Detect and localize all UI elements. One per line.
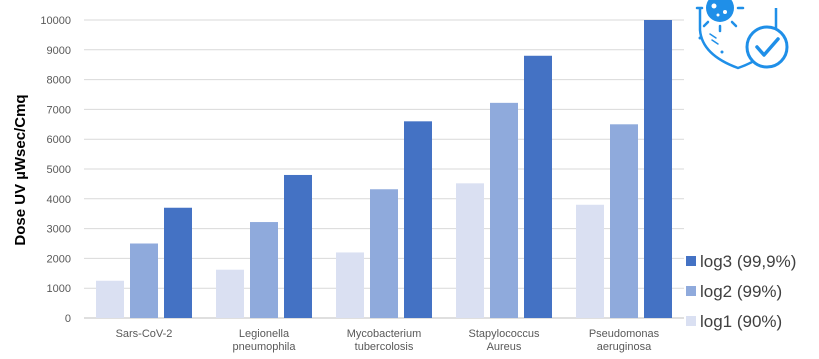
bar <box>130 243 158 318</box>
y-tick-label: 0 <box>65 313 71 325</box>
x-category-label: aeruginosa <box>597 341 652 353</box>
y-tick-label: 9000 <box>47 45 71 57</box>
bar <box>644 20 672 318</box>
legend-label: log3 (99,9%) <box>700 252 796 271</box>
legend-label: log2 (99%) <box>700 282 782 301</box>
bar <box>370 189 398 318</box>
bar <box>336 252 364 318</box>
y-tick-label: 3000 <box>47 224 71 236</box>
x-category-label: Mycobacterium <box>347 328 422 340</box>
y-tick-label: 5000 <box>47 164 71 176</box>
y-axis-ticks: 0 1000 2000 3000 4000 5000 6000 7000 8000 9000 100… <box>40 15 71 325</box>
x-category-label: Aureus <box>487 341 522 353</box>
bar <box>490 102 518 319</box>
y-tick-label: 7000 <box>47 104 71 116</box>
y-tick-label: 8000 <box>47 75 71 87</box>
virus-shield-check-icon <box>695 0 789 70</box>
x-category-label: Stapylococcus <box>469 328 540 340</box>
bar <box>610 124 638 318</box>
bar <box>250 222 278 318</box>
bar <box>96 280 124 318</box>
x-category-label: Legionella <box>239 328 290 340</box>
legend: log3 (99,9%) log2 (99%) log1 (90%) <box>686 252 796 331</box>
bar <box>404 121 432 318</box>
bar <box>164 207 192 318</box>
legend-swatch <box>686 316 696 326</box>
legend-label: log1 (90%) <box>700 312 782 331</box>
bar <box>576 204 604 318</box>
bar <box>524 55 552 318</box>
x-category-label: tubercolosis <box>355 341 414 353</box>
y-tick-label: 6000 <box>47 134 71 146</box>
y-tick-label: 1000 <box>47 283 71 295</box>
bar <box>216 269 244 318</box>
bar <box>456 183 484 318</box>
legend-swatch <box>686 256 696 266</box>
x-category-label: Sars-CoV-2 <box>116 328 173 340</box>
y-axis-label: Dose UV µWsec/Cmq <box>12 94 29 245</box>
bars <box>96 20 672 319</box>
y-tick-label: 10000 <box>40 15 71 27</box>
bar <box>284 174 312 318</box>
x-category-label: pneumophila <box>233 341 297 353</box>
x-category-label: Pseudomonas <box>589 328 660 340</box>
y-tick-label: 2000 <box>47 253 71 265</box>
y-tick-label: 4000 <box>47 194 71 206</box>
legend-swatch <box>686 286 696 296</box>
